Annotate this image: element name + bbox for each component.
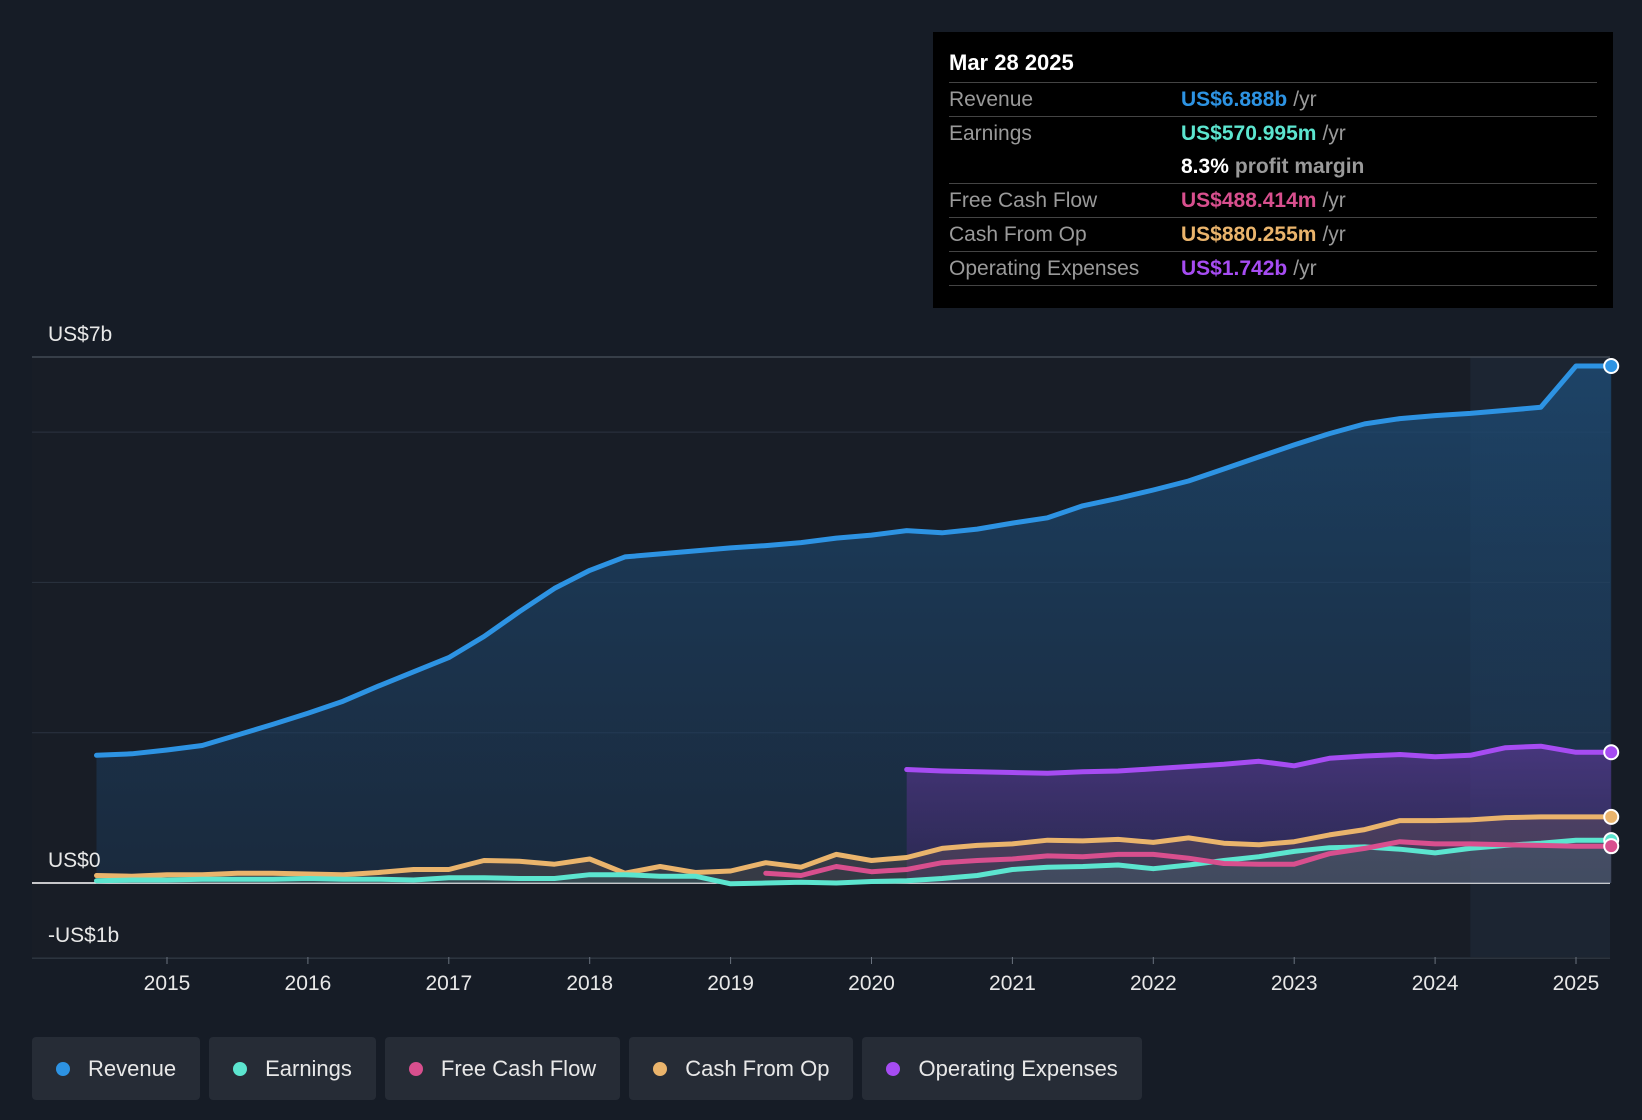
legend-label: Earnings (265, 1055, 352, 1081)
x-tick-label: 2025 (1553, 972, 1600, 995)
x-tick-label: 2023 (1271, 972, 1318, 995)
legend-label: Free Cash Flow (440, 1055, 597, 1081)
legend-label: Revenue (88, 1055, 177, 1081)
y-tick-label: US$7b (48, 323, 112, 346)
operating-expenses-line (904, 743, 1614, 776)
cash-from-op-endpoint (1603, 808, 1620, 825)
tooltip-label: Cash From Op (949, 223, 1087, 246)
tooltip-row-fcf: Free Cash Flow US$488.414m /yr (949, 184, 1597, 218)
legend-item-earnings[interactable]: Earnings (209, 1037, 376, 1100)
legend-item-operating-expenses[interactable]: Operating Expenses (862, 1037, 1142, 1100)
tooltip-row-margin: 8.3% profit margin (949, 150, 1597, 184)
x-tick-label: 2015 (144, 972, 191, 995)
operating-expenses-area (906, 746, 1612, 883)
tooltip-unit: /yr (1293, 257, 1317, 280)
y-tick-label: US$0 (48, 849, 101, 872)
legend-label: Operating Expenses (918, 1055, 1118, 1081)
tooltip-unit: /yr (1293, 88, 1317, 111)
tooltip-value: US$6.888b (1181, 88, 1288, 111)
legend-item-free-cash-flow[interactable]: Free Cash Flow (384, 1037, 621, 1100)
x-tick-label: 2021 (989, 972, 1036, 995)
x-tick-label: 2024 (1412, 972, 1459, 995)
x-tick-label: 2018 (566, 972, 613, 995)
tooltip-label: Earnings (949, 122, 1032, 145)
series-endpoints (1603, 358, 1620, 855)
x-axis-labels: 2015 2016 2017 2018 2019 2020 2021 2022 2023 2024… (144, 957, 1600, 995)
legend: Revenue Earnings Free Cash Flow Cash Fro… (32, 1037, 1142, 1100)
x-tick-label: 2020 (848, 972, 895, 995)
tooltip-label (949, 150, 1181, 183)
tooltip-value: US$1.742b (1181, 257, 1288, 280)
legend-dot-icon (408, 1061, 423, 1076)
tooltip-row-cfo: Cash From Op US$880.255m /yr (949, 218, 1597, 252)
tooltip-row-revenue: Revenue US$6.888b /yr (949, 83, 1597, 117)
revenue-area (96, 366, 1612, 883)
tooltip-row-opex: Operating Expenses US$1.742b /yr (949, 252, 1597, 286)
tooltip-unit: /yr (1322, 122, 1346, 145)
tooltip-panel: Mar 28 2025 Revenue US$6.888b /yr Earnin… (933, 32, 1613, 308)
legend-label: Cash From Op (685, 1055, 830, 1081)
legend-dot-icon (653, 1061, 668, 1076)
tooltip-row-earnings: Earnings US$570.995m /yr (949, 117, 1597, 150)
series-areas (96, 366, 1612, 884)
cash-from-op-line (94, 814, 1614, 879)
x-tick-label: 2017 (425, 972, 472, 995)
x-tick-label: 2022 (1130, 972, 1177, 995)
legend-dot-icon (56, 1061, 70, 1076)
tooltip-label: Revenue (949, 88, 1034, 111)
cash-from-op-area (96, 816, 1612, 883)
tooltip-unit: profit margin (1234, 155, 1365, 178)
y-axis-labels: US$7b US$0 -US$1b (48, 323, 119, 947)
free-cash-flow-endpoint (1603, 838, 1620, 855)
tooltip-value: US$880.255m (1181, 223, 1317, 246)
tooltip-label: Operating Expenses (949, 257, 1140, 280)
y-tick-label: -US$1b (48, 924, 119, 947)
legend-dot-icon (886, 1061, 901, 1076)
legend-item-cash-from-op[interactable]: Cash From Op (629, 1037, 854, 1100)
legend-item-revenue[interactable]: Revenue (32, 1037, 201, 1100)
tooltip-value: US$570.995m (1181, 122, 1317, 145)
tooltip-date: Mar 28 2025 (949, 46, 1597, 83)
tooltip-unit: /yr (1322, 223, 1346, 246)
x-tick-label: 2019 (707, 972, 754, 995)
series-lines (94, 363, 1614, 887)
tooltip-label: Free Cash Flow (949, 189, 1098, 212)
legend-dot-icon (233, 1061, 248, 1076)
tooltip-unit: /yr (1322, 189, 1346, 212)
tooltip-value: US$488.414m (1181, 189, 1317, 212)
free-cash-flow-line (763, 839, 1614, 878)
earnings-area (96, 840, 1612, 884)
revenue-endpoint (1603, 358, 1620, 375)
tooltip-value: 8.3% (1181, 155, 1229, 178)
revenue-line (94, 363, 1614, 758)
x-tick-label: 2016 (285, 972, 332, 995)
operating-expenses-endpoint (1603, 744, 1620, 761)
